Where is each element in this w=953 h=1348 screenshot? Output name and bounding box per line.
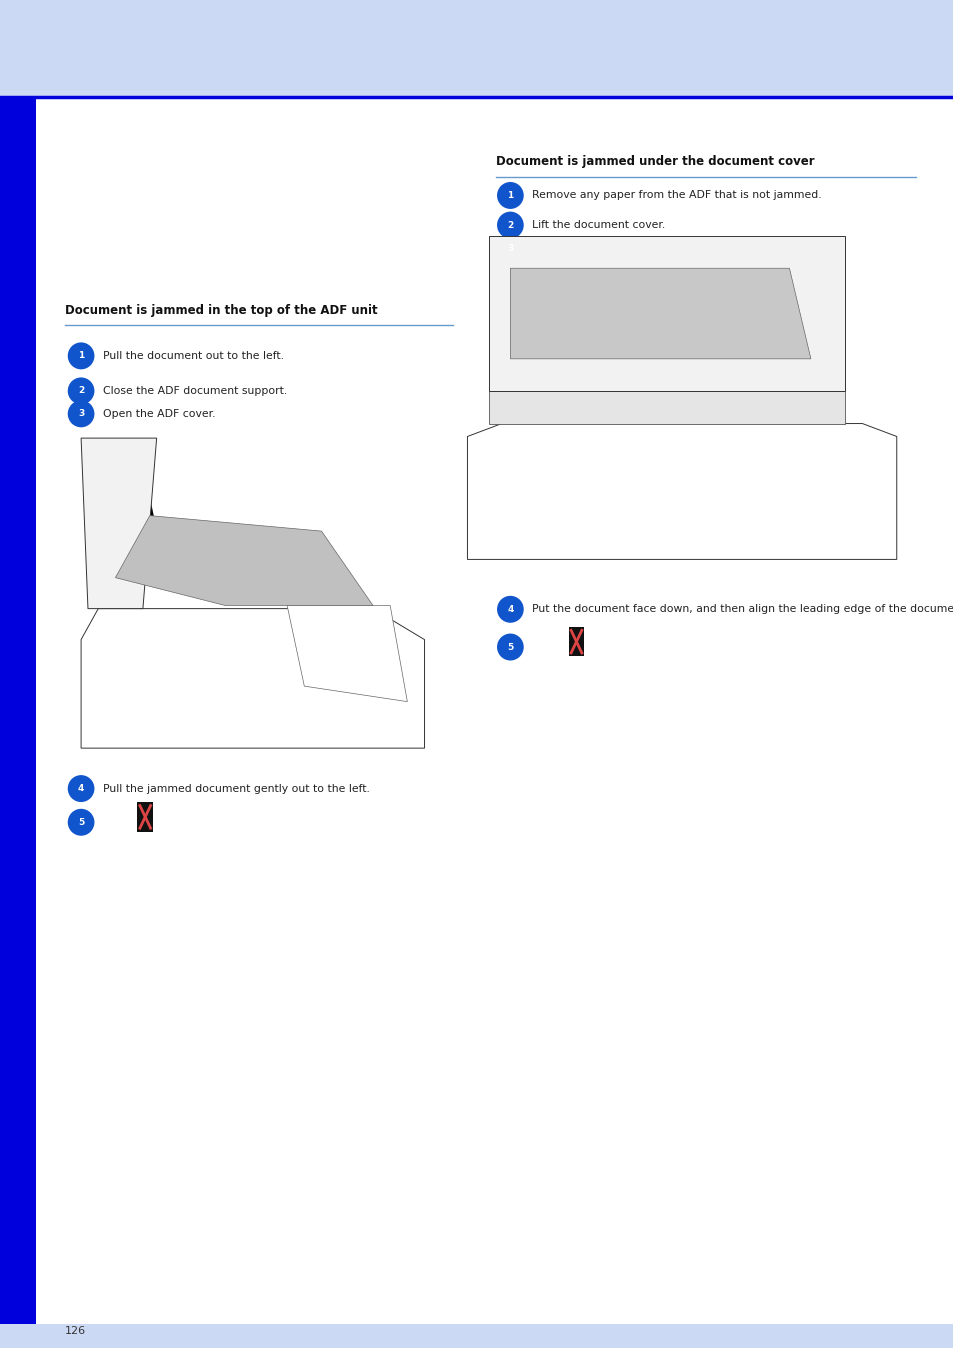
Ellipse shape	[497, 212, 523, 239]
Polygon shape	[510, 268, 810, 359]
Text: Close the ADF document support.: Close the ADF document support.	[103, 386, 287, 396]
Ellipse shape	[497, 596, 523, 623]
Text: Pull the jammed document gently out to the left.: Pull the jammed document gently out to t…	[103, 783, 370, 794]
Text: 3: 3	[507, 244, 513, 252]
Text: Pull the jammed document out to the right.: Pull the jammed document out to the righ…	[532, 243, 769, 253]
Polygon shape	[488, 391, 844, 423]
FancyBboxPatch shape	[0, 0, 953, 97]
Text: 3: 3	[78, 410, 84, 418]
Polygon shape	[287, 605, 407, 701]
Text: 1: 1	[507, 191, 513, 200]
FancyBboxPatch shape	[137, 802, 152, 832]
Ellipse shape	[497, 235, 523, 262]
Ellipse shape	[68, 400, 94, 427]
Polygon shape	[81, 438, 156, 609]
Polygon shape	[81, 609, 424, 748]
Polygon shape	[467, 423, 896, 559]
Text: 126: 126	[65, 1326, 86, 1336]
Text: Lift the document cover.: Lift the document cover.	[532, 220, 665, 231]
Ellipse shape	[497, 634, 523, 661]
FancyBboxPatch shape	[568, 627, 583, 656]
Text: 5: 5	[78, 818, 84, 826]
Text: Put the document face down, and then align the leading edge of the document with: Put the document face down, and then ali…	[532, 604, 953, 615]
Polygon shape	[488, 236, 844, 391]
Text: 5: 5	[507, 643, 513, 651]
Text: Remove any paper from the ADF that is not jammed.: Remove any paper from the ADF that is no…	[532, 190, 821, 201]
Text: Pull the document out to the left.: Pull the document out to the left.	[103, 350, 284, 361]
Text: Document is jammed under the document cover: Document is jammed under the document co…	[496, 155, 814, 168]
Ellipse shape	[68, 809, 94, 836]
Text: 2: 2	[507, 221, 513, 229]
FancyBboxPatch shape	[0, 1324, 953, 1348]
FancyBboxPatch shape	[0, 97, 36, 1348]
Text: 1: 1	[78, 352, 84, 360]
Text: Open the ADF cover.: Open the ADF cover.	[103, 408, 215, 419]
Text: Document is jammed in the top of the ADF unit: Document is jammed in the top of the ADF…	[65, 303, 377, 317]
Polygon shape	[115, 515, 373, 605]
Text: 4: 4	[78, 785, 84, 793]
Ellipse shape	[68, 775, 94, 802]
Ellipse shape	[497, 182, 523, 209]
Text: 4: 4	[507, 605, 513, 613]
Ellipse shape	[68, 377, 94, 404]
Text: 2: 2	[78, 387, 84, 395]
Ellipse shape	[68, 342, 94, 369]
